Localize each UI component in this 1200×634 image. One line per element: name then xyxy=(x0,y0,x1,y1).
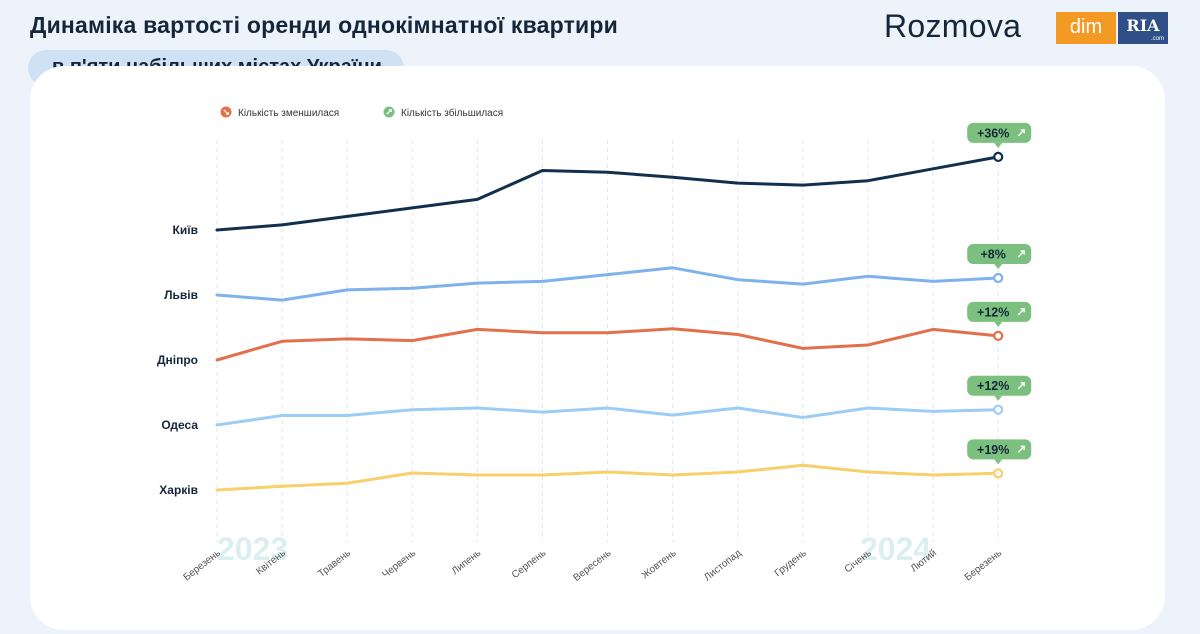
change-label: +19% xyxy=(977,443,1009,457)
x-tick-label: Березень xyxy=(963,548,1004,584)
badge-pointer xyxy=(994,142,1003,148)
arrow-up-right-icon xyxy=(1017,382,1025,390)
badge-pointer xyxy=(994,459,1003,465)
series-line xyxy=(215,327,1000,362)
year-label: 2024 xyxy=(860,531,931,567)
series-end-point xyxy=(993,468,1004,479)
series-end-point xyxy=(993,404,1004,415)
series-label: Львів xyxy=(164,288,198,302)
change-label: +12% xyxy=(977,305,1009,319)
badge-pointer xyxy=(994,264,1003,269)
series-line xyxy=(215,406,1000,427)
change-badge xyxy=(967,375,1032,396)
arrow-up-right-icon xyxy=(1017,129,1025,137)
arrow-up-right-icon xyxy=(1017,250,1025,258)
legend-label: Кількість зменшилася xyxy=(238,108,339,119)
series-end-point xyxy=(993,330,1004,341)
series-label: Дніпро xyxy=(157,353,198,367)
series-end-point xyxy=(993,272,1004,284)
brand-logo: Rozmova xyxy=(884,8,1022,44)
year-label: 2023 xyxy=(217,531,288,567)
series-line xyxy=(215,266,1000,302)
x-tick-label: Червень xyxy=(380,548,418,581)
dim-logo: dim xyxy=(1056,12,1116,44)
change-badge xyxy=(967,122,1032,143)
legend-label: Кількість збільшилася xyxy=(401,107,503,119)
ria-logo-text: RIA xyxy=(1126,16,1160,35)
badge-pointer xyxy=(994,395,1003,401)
legend-arrow xyxy=(223,109,229,115)
series-label: Одеса xyxy=(161,418,198,432)
arrow-up-right-icon xyxy=(1017,445,1025,453)
x-tick-label: Грудень xyxy=(773,548,809,580)
chart-title-line1: Динаміка вартості оренди однокімнатної к… xyxy=(30,12,618,38)
series-label: Київ xyxy=(173,223,198,237)
ria-logo-suffix: .com xyxy=(1150,36,1164,42)
change-label: +12% xyxy=(977,379,1009,393)
series-label: Харків xyxy=(159,483,198,497)
change-badge xyxy=(967,244,1032,264)
change-badge xyxy=(967,301,1032,322)
change-badge xyxy=(967,439,1032,460)
ria-logo: RIA .com xyxy=(1118,12,1168,44)
x-tick-label: Липень xyxy=(450,548,483,578)
arrow-up-right-icon xyxy=(1017,308,1025,316)
change-label: +8% xyxy=(981,248,1006,262)
change-label: +36% xyxy=(977,126,1009,140)
x-tick-label: Серпень xyxy=(510,548,548,581)
x-tick-label: Вересень xyxy=(571,548,613,584)
x-tick-label: Жовтень xyxy=(640,548,679,582)
series-line xyxy=(215,155,1000,232)
x-tick-label: Листопад xyxy=(702,548,744,584)
series-line xyxy=(215,463,1000,492)
legend-arrow xyxy=(386,109,392,115)
x-tick-label: Травень xyxy=(316,548,353,580)
series-end-point xyxy=(993,151,1004,162)
badge-pointer xyxy=(994,321,1003,327)
